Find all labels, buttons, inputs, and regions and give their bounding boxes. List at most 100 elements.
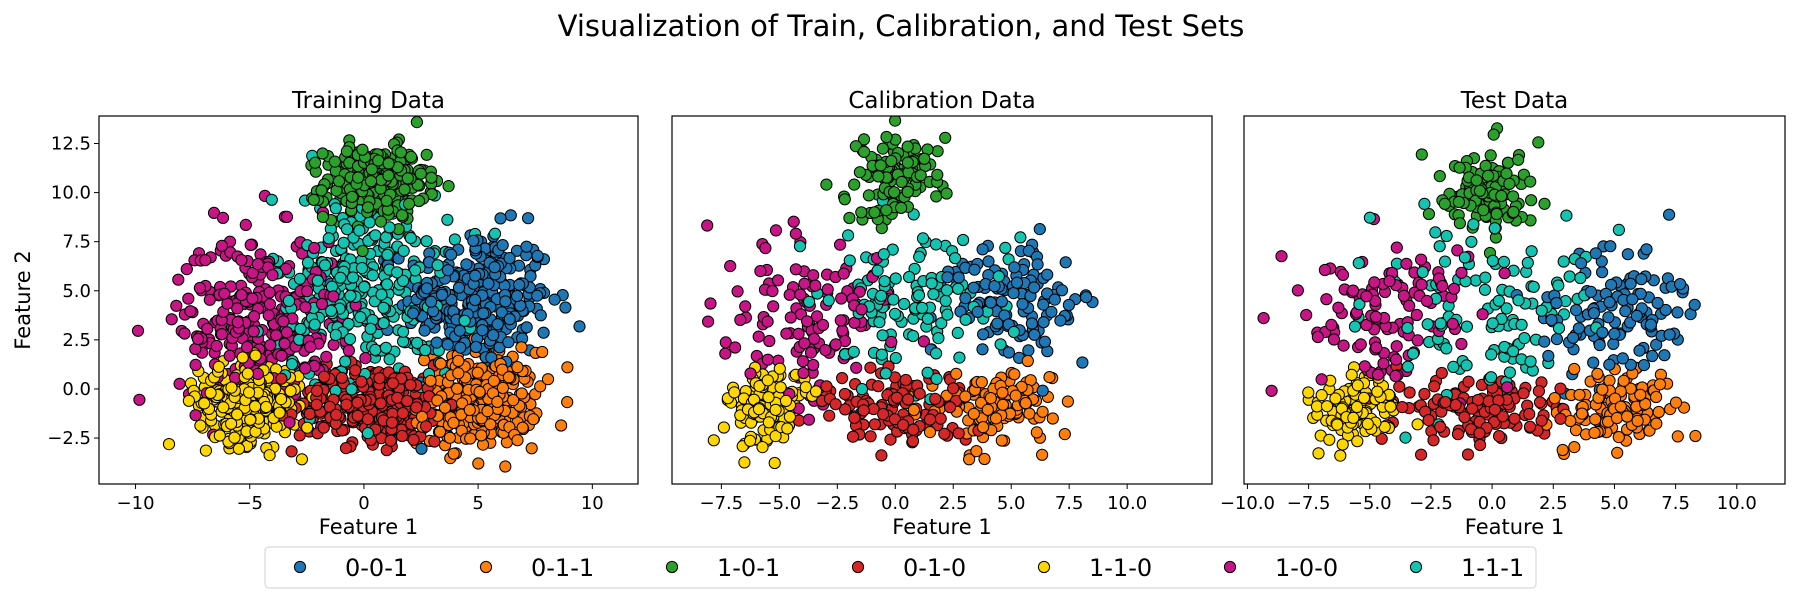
point-1-1-1 (390, 266, 404, 279)
point-1-0-0 (315, 297, 329, 311)
point-1-0-1 (858, 145, 871, 158)
point-1-1-1 (1399, 431, 1412, 444)
point-1-1-1 (379, 341, 393, 354)
point-0-0-1 (1674, 278, 1687, 291)
point-0-1-1 (452, 367, 465, 380)
point-1-0-0 (731, 285, 744, 298)
point-0-0-1 (1002, 346, 1016, 359)
point-0-1-1 (473, 385, 486, 398)
point-0-0-1 (537, 326, 550, 339)
point-0-0-1 (467, 234, 480, 247)
point-1-0-0 (1448, 282, 1461, 295)
point-0-1-0 (285, 445, 298, 458)
point-1-0-0 (1369, 310, 1383, 323)
point-1-1-1 (878, 275, 891, 288)
point-0-1-1 (1689, 429, 1702, 443)
point-0-0-1 (1637, 359, 1651, 372)
point-1-0-0 (701, 219, 714, 232)
point-1-1-0 (228, 431, 241, 444)
point-0-1-1 (1650, 417, 1663, 430)
point-1-1-1 (397, 274, 410, 287)
point-1-1-1 (311, 274, 324, 287)
point-0-1-0 (1471, 393, 1485, 407)
point-1-1-1 (1485, 371, 1498, 384)
point-0-0-1 (976, 343, 989, 356)
point-0-0-1 (445, 248, 458, 261)
point-0-1-0 (1428, 380, 1441, 393)
point-1-0-0 (184, 305, 197, 318)
point-1-0-1 (889, 116, 902, 127)
point-0-1-1 (977, 421, 990, 434)
point-0-0-1 (967, 281, 980, 294)
point-1-0-0 (327, 338, 340, 351)
point-1-0-0 (218, 287, 231, 300)
point-0-1-1 (1621, 410, 1634, 423)
point-1-1-0 (762, 391, 775, 404)
point-0-0-1 (1059, 256, 1072, 269)
point-1-0-1 (838, 193, 851, 206)
x-tick-label: −5.0 (757, 493, 801, 514)
point-0-1-1 (1036, 448, 1049, 461)
point-1-0-0 (299, 301, 312, 314)
point-1-0-1 (380, 194, 393, 207)
point-0-1-0 (1435, 366, 1448, 380)
point-0-1-1 (1564, 414, 1577, 428)
point-1-0-0 (266, 269, 279, 282)
point-0-1-0 (820, 380, 833, 393)
x-tick-label: 7.5 (1661, 493, 1690, 514)
point-1-0-1 (1500, 167, 1513, 180)
point-1-1-0 (774, 381, 787, 394)
point-0-0-1 (504, 209, 517, 222)
point-1-1-1 (1500, 302, 1513, 315)
point-0-1-1 (516, 421, 529, 434)
point-1-1-1 (935, 317, 948, 330)
point-1-1-1 (1503, 366, 1517, 379)
point-0-1-1 (525, 442, 538, 455)
point-0-1-0 (318, 370, 331, 383)
point-1-1-0 (762, 416, 775, 429)
point-0-0-1 (1055, 284, 1069, 297)
point-0-1-0 (384, 434, 397, 447)
point-0-1-1 (511, 434, 524, 447)
point-1-0-0 (798, 337, 811, 350)
x-tick-label: −7.5 (700, 493, 744, 514)
legend-label: 0-1-0 (903, 554, 966, 582)
point-1-0-1 (848, 178, 861, 191)
point-1-0-0 (131, 324, 145, 337)
point-1-0-1 (1473, 184, 1487, 197)
point-0-0-1 (531, 289, 544, 302)
point-1-0-0 (767, 300, 780, 313)
y-tick-label: 2.5 (62, 330, 91, 351)
point-1-0-0 (789, 263, 803, 276)
x-tick-label: −5.0 (1348, 493, 1392, 514)
point-0-1-0 (1458, 411, 1471, 424)
point-0-1-1 (1046, 412, 1059, 425)
point-1-1-1 (448, 233, 461, 246)
point-1-1-0 (295, 453, 308, 466)
point-0-1-1 (950, 367, 963, 380)
point-1-0-0 (704, 297, 717, 310)
point-0-0-1 (952, 271, 965, 284)
point-1-1-1 (959, 313, 972, 326)
point-1-0-0 (761, 315, 774, 328)
point-0-1-1 (1548, 392, 1561, 405)
point-1-1-1 (431, 259, 444, 272)
axes-frame (671, 115, 1213, 485)
x-tick-label: 10 (581, 493, 604, 514)
point-0-1-0 (823, 409, 836, 422)
point-0-0-1 (1671, 306, 1684, 319)
point-1-0-0 (1327, 333, 1341, 346)
point-1-1-1 (873, 316, 886, 329)
legend-label: 1-0-1 (717, 554, 780, 582)
point-1-0-0 (1390, 340, 1403, 353)
point-1-0-0 (170, 299, 183, 312)
point-1-0-1 (1484, 149, 1497, 162)
point-1-0-1 (356, 244, 369, 258)
point-1-1-1 (1440, 342, 1453, 355)
point-0-1-1 (1043, 371, 1056, 384)
point-1-1-1 (793, 240, 807, 253)
subplot-title: Training Data (291, 88, 445, 114)
point-1-0-0 (1325, 318, 1338, 331)
point-1-0-0 (850, 361, 863, 374)
point-0-1-0 (897, 418, 910, 432)
